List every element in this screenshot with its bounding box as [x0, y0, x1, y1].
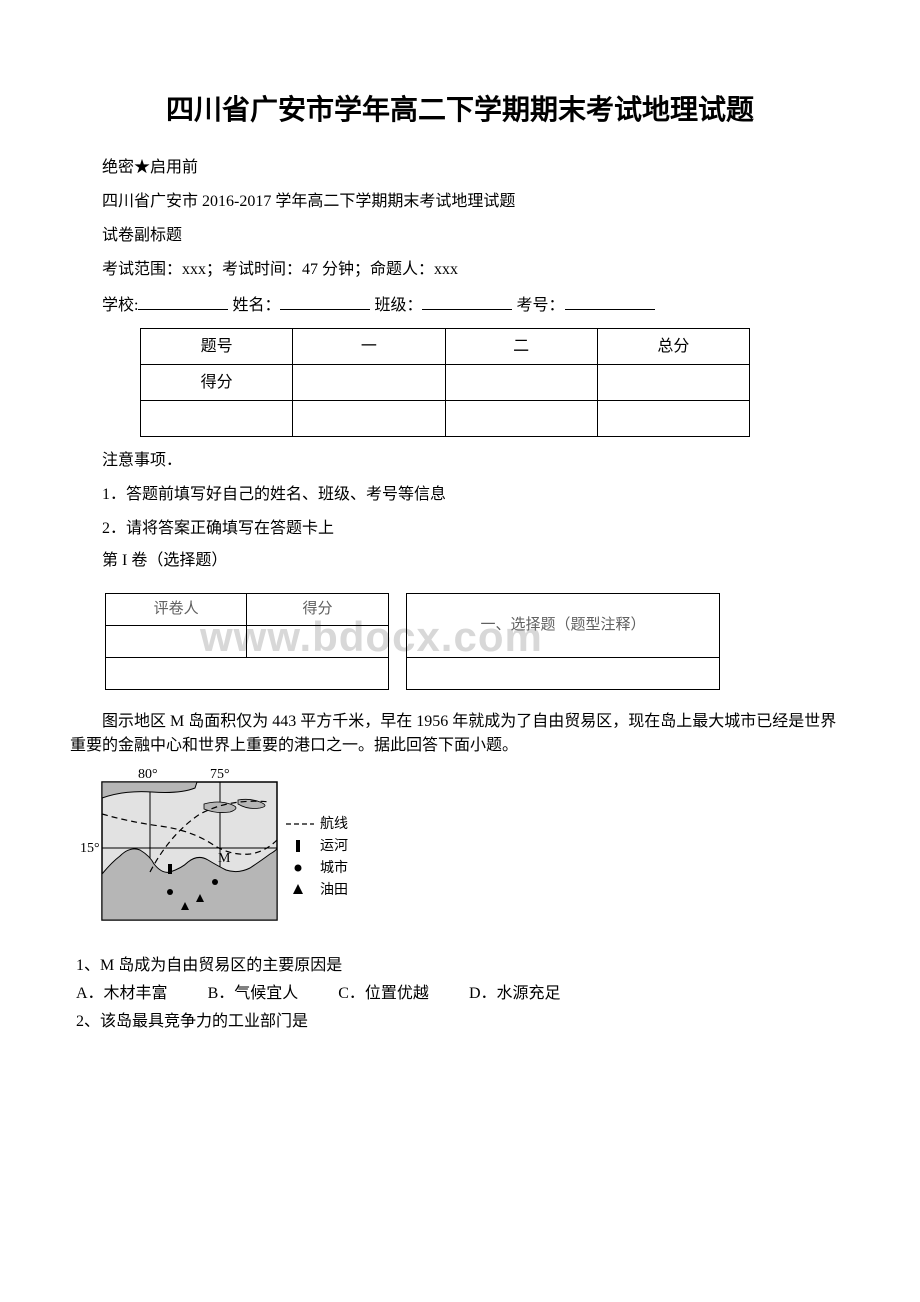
confidential-label: 绝密★启用前 [70, 156, 850, 180]
canal-marker [168, 864, 172, 874]
city-marker [212, 879, 218, 885]
table-row: 得分 [141, 365, 750, 401]
number-blank [565, 292, 655, 310]
cell-empty [106, 658, 389, 690]
option-b: B．气候宜人 [208, 982, 299, 1006]
spacer [388, 658, 406, 690]
score-header: 得分 [247, 594, 388, 626]
cell-empty [445, 401, 597, 437]
exam-full-title: 四川省广安市 2016-2017 学年高二下学期期末考试地理试题 [70, 190, 850, 214]
cell-empty [106, 626, 247, 658]
cell-empty [445, 365, 597, 401]
table-row: 题号 一 二 总分 [141, 329, 750, 365]
spacer [388, 626, 406, 658]
grader-header: 评卷人 [106, 594, 247, 626]
cell-one: 一 [293, 329, 445, 365]
question-2: 2、该岛最具竞争力的工业部门是 [76, 1010, 850, 1034]
cell-empty [293, 401, 445, 437]
subtitle: 试卷副标题 [70, 224, 850, 248]
number-label: 考号： [516, 297, 564, 314]
table-row: 评卷人 得分 一、选择题（题型注释） [106, 594, 720, 626]
lon-label-75: 75° [210, 767, 230, 782]
school-label: 学校: [102, 297, 138, 314]
legend-city-icon [295, 865, 302, 872]
table-row [141, 401, 750, 437]
option-a: A．木材丰富 [76, 982, 168, 1006]
section-table: 评卷人 得分 一、选择题（题型注释） [105, 593, 720, 690]
cell-empty [406, 658, 719, 690]
page-title: 四川省广安市学年高二下学期期末考试地理试题 [70, 90, 850, 132]
spacer [388, 594, 406, 626]
name-blank [280, 292, 370, 310]
part1-label: 第 I 卷（选择题） [70, 549, 850, 573]
legend-canal-icon [296, 840, 300, 852]
legend-city: 城市 [320, 859, 348, 876]
map-figure: 15° 80° 75° M 航线 运河 [70, 764, 850, 942]
class-blank [422, 292, 512, 310]
legend-oil-icon [293, 884, 303, 894]
notes-heading: 注意事项． [70, 449, 850, 473]
cell-empty [597, 365, 749, 401]
lat-label: 15° [80, 841, 100, 856]
exam-scope: 考试范围：xxx；考试时间：47 分钟；命题人：xxx [70, 258, 850, 282]
option-c: C．位置优越 [338, 982, 429, 1006]
class-label: 班级： [374, 297, 422, 314]
cell-two: 二 [445, 329, 597, 365]
section-label: 一、选择题（题型注释） [406, 594, 719, 658]
name-label: 姓名： [232, 297, 280, 314]
option-d: D．水源充足 [469, 982, 561, 1006]
m-label: M [218, 851, 231, 866]
student-info-line: 学校: 姓名： 班级： 考号： [70, 292, 850, 318]
score-table: 题号 一 二 总分 得分 [140, 328, 750, 437]
notes-item2: 2．请将答案正确填写在答题卡上 [70, 517, 850, 541]
legend: 航线 运河 城市 油田 [286, 816, 348, 898]
cell-score-label: 得分 [141, 365, 293, 401]
question-intro: 图示地区 M 岛面积仅为 443 平方千米，早在 1956 年就成为了自由贸易区… [70, 710, 850, 758]
table-row [106, 658, 720, 690]
cell-header-num: 题号 [141, 329, 293, 365]
cell-empty [141, 401, 293, 437]
city-marker [167, 889, 173, 895]
legend-route: 航线 [320, 816, 348, 832]
cell-empty [247, 626, 388, 658]
cell-empty [597, 401, 749, 437]
lon-label-80: 80° [138, 767, 158, 782]
notes-item1: 1．答题前填写好自己的姓名、班级、考号等信息 [70, 483, 850, 507]
school-blank [138, 292, 228, 310]
map-svg: 15° 80° 75° M 航线 运河 [70, 764, 370, 934]
question-1-options: A．木材丰富 B．气候宜人 C．位置优越 D．水源充足 [76, 982, 850, 1006]
legend-oil: 油田 [320, 882, 348, 898]
cell-empty [293, 365, 445, 401]
legend-canal: 运河 [320, 838, 348, 854]
question-1: 1、M 岛成为自由贸易区的主要原因是 [76, 954, 850, 978]
cell-total: 总分 [597, 329, 749, 365]
